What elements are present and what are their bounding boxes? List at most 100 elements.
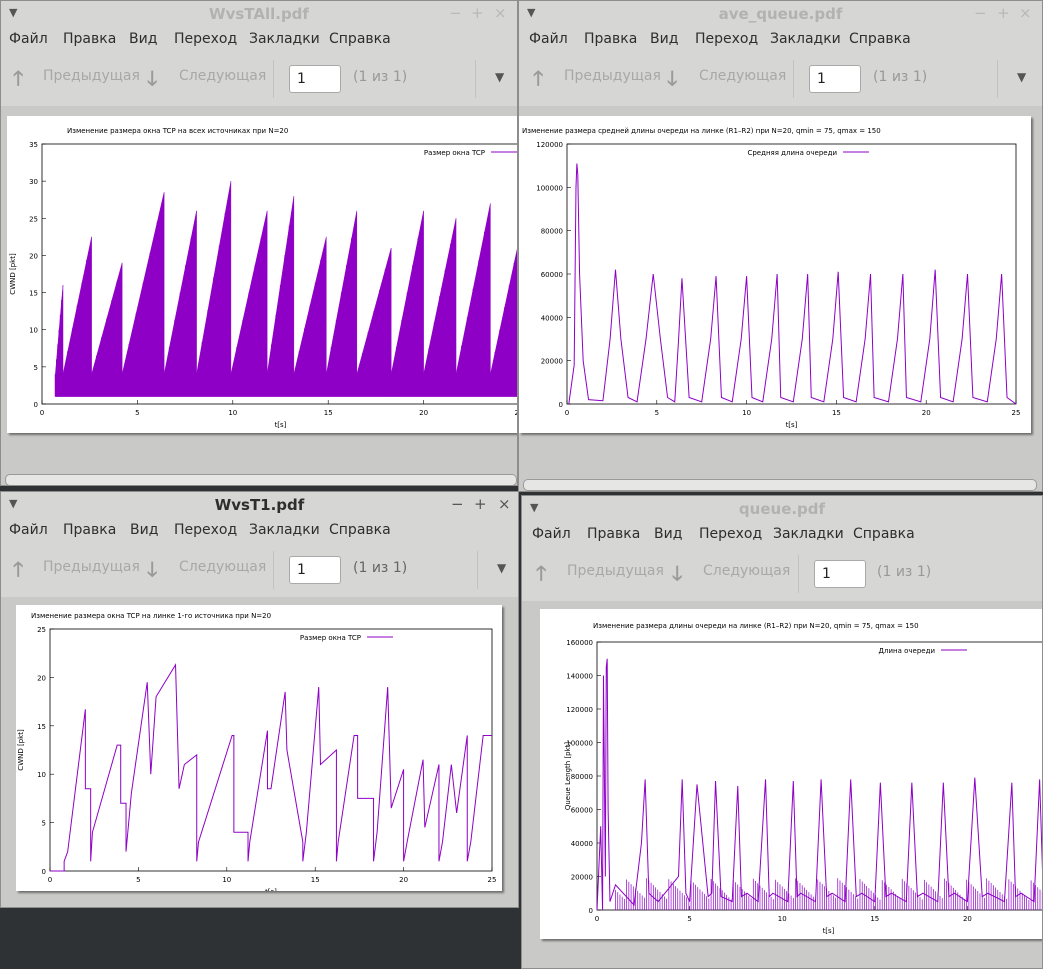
menu-file[interactable]: Файл — [532, 526, 571, 542]
x-tick-label: 0 — [40, 409, 44, 417]
titlebar[interactable]: ▼ ave_queue.pdf − + × — [519, 1, 1042, 28]
titlebar[interactable]: ▼ queue.pdf — [522, 496, 1042, 523]
dropdown-icon[interactable]: ▼ — [495, 70, 505, 84]
y-axis-label: CWND [pkt] — [9, 253, 17, 295]
page-number-input[interactable]: 1 — [809, 65, 861, 93]
y-tick-label: 15 — [37, 723, 46, 731]
menu-view[interactable]: Вид — [129, 31, 158, 47]
menu-bookmarks[interactable]: Закладки — [770, 31, 841, 47]
y-tick-label: 10 — [37, 771, 46, 779]
x-axis-label: t[s] — [265, 888, 277, 891]
next-button[interactable]: Следующая — [703, 563, 791, 579]
minimize-icon[interactable]: − — [451, 495, 464, 513]
arrow-up-icon[interactable]: 🡑 — [13, 66, 24, 90]
page-number-input[interactable]: 1 — [289, 556, 341, 584]
window-menu-icon[interactable]: ▼ — [9, 6, 18, 19]
menu-file[interactable]: Файл — [9, 31, 48, 47]
menu-bookmarks[interactable]: Закладки — [249, 522, 320, 538]
menu-help[interactable]: Справка — [849, 31, 911, 47]
next-button[interactable]: Следующая — [179, 68, 267, 84]
x-tick-label: 15 — [832, 409, 841, 417]
series-line — [568, 163, 1017, 405]
menu-go[interactable]: Переход — [695, 31, 759, 47]
x-tick-label: 15 — [311, 876, 320, 884]
menu-edit[interactable]: Правка — [63, 31, 117, 47]
maximize-icon[interactable]: + — [471, 4, 484, 22]
dropdown-icon[interactable]: ▼ — [1017, 70, 1027, 84]
menu-go[interactable]: Переход — [174, 31, 238, 47]
menu-edit[interactable]: Правка — [63, 522, 117, 538]
window-ave-queue[interactable]: ▼ ave_queue.pdf − + × Файл Правка Вид Пе… — [518, 0, 1043, 492]
titlebar[interactable]: ▼ WvsTAll.pdf − + × — [1, 1, 517, 28]
y-tick-label: 5 — [42, 820, 46, 828]
window-queue[interactable]: ▼ queue.pdf Файл Правка Вид Переход Закл… — [521, 495, 1043, 969]
menu-view[interactable]: Вид — [130, 522, 159, 538]
x-tick-label: 25 — [488, 876, 497, 884]
minimize-icon[interactable]: − — [974, 4, 987, 22]
close-icon[interactable]: × — [498, 495, 511, 513]
next-button[interactable]: Следующая — [699, 68, 787, 84]
prev-button[interactable]: Предыдущая — [43, 68, 140, 84]
titlebar[interactable]: ▼ WvsT1.pdf − + × — [1, 492, 518, 519]
x-tick-label: 25 — [515, 409, 518, 417]
prev-button[interactable]: Предыдущая — [564, 68, 661, 84]
menu-file[interactable]: Файл — [9, 522, 48, 538]
page-count: (1 из 1) — [873, 69, 928, 85]
menu-bookmarks[interactable]: Закладки — [773, 526, 844, 542]
close-icon[interactable]: × — [494, 4, 507, 22]
arrow-up-icon[interactable]: 🡑 — [536, 561, 547, 585]
document-area[interactable]: Изменение размера окна TCP на линке 1-го… — [1, 597, 518, 907]
arrow-up-icon[interactable]: 🡑 — [13, 557, 24, 581]
page-number-input[interactable]: 1 — [814, 560, 866, 588]
document-area[interactable]: Изменение размера длины очереди на линке… — [522, 601, 1042, 968]
page-count: (1 из 1) — [353, 69, 408, 85]
y-tick-label: 0 — [589, 907, 593, 915]
chart-title: Изменение размера окна TCP на всех источ… — [67, 127, 288, 135]
window-menu-icon[interactable]: ▼ — [530, 501, 539, 514]
prev-button[interactable]: Предыдущая — [567, 563, 664, 579]
menu-edit[interactable]: Правка — [587, 526, 641, 542]
window-wvst1[interactable]: ▼ WvsT1.pdf − + × Файл Правка Вид Перехо… — [0, 491, 519, 908]
prev-button[interactable]: Предыдущая — [43, 559, 140, 575]
menu-help[interactable]: Справка — [329, 522, 391, 538]
menu-file[interactable]: Файл — [529, 31, 568, 47]
arrow-down-icon[interactable]: 🡓 — [147, 557, 158, 581]
separator — [477, 551, 478, 589]
chart-title: Изменение размера окна TCP на линке 1-го… — [31, 612, 271, 620]
horizontal-scrollbar[interactable] — [523, 479, 1037, 491]
menu-go[interactable]: Переход — [699, 526, 763, 542]
maximize-icon[interactable]: + — [997, 4, 1010, 22]
menu-go[interactable]: Переход — [174, 522, 238, 538]
menu-view[interactable]: Вид — [650, 31, 679, 47]
menu-help[interactable]: Справка — [853, 526, 915, 542]
page-count: (1 из 1) — [353, 560, 408, 576]
menu-bookmarks[interactable]: Закладки — [249, 31, 320, 47]
separator — [273, 551, 274, 589]
minimize-icon[interactable]: − — [449, 4, 462, 22]
arrow-up-icon[interactable]: 🡑 — [533, 66, 544, 90]
document-area[interactable]: Изменение размера окна TCP на всех источ… — [1, 106, 517, 485]
menu-help[interactable]: Справка — [329, 31, 391, 47]
chart-cwnd-all: Изменение размера окна TCP на всех источ… — [9, 127, 518, 429]
close-icon[interactable]: × — [1019, 4, 1032, 22]
window-menu-icon[interactable]: ▼ — [527, 6, 536, 19]
dropdown-icon[interactable]: ▼ — [497, 561, 507, 575]
maximize-icon[interactable]: + — [474, 495, 487, 513]
arrow-down-icon[interactable]: 🡓 — [672, 561, 683, 585]
arrow-down-icon[interactable]: 🡓 — [147, 66, 158, 90]
menu-view[interactable]: Вид — [654, 526, 683, 542]
window-menu-icon[interactable]: ▼ — [9, 497, 18, 510]
page-number-input[interactable]: 1 — [289, 65, 341, 93]
arrow-down-icon[interactable]: 🡓 — [667, 66, 678, 90]
document-area[interactable]: Изменение размера средней длины очереди … — [519, 106, 1042, 491]
y-tick-label: 40000 — [541, 314, 563, 322]
window-wvstall[interactable]: ▼ WvsTAll.pdf − + × Файл Правка Вид Пере… — [0, 0, 518, 486]
y-tick-label: 120000 — [536, 141, 563, 149]
horizontal-scrollbar[interactable] — [5, 474, 517, 485]
next-button[interactable]: Следующая — [179, 559, 267, 575]
series-line — [596, 658, 1042, 911]
x-tick-label: 0 — [48, 876, 52, 884]
x-tick-label: 10 — [778, 915, 787, 923]
menu-edit[interactable]: Правка — [584, 31, 638, 47]
x-tick-label: 10 — [742, 409, 751, 417]
